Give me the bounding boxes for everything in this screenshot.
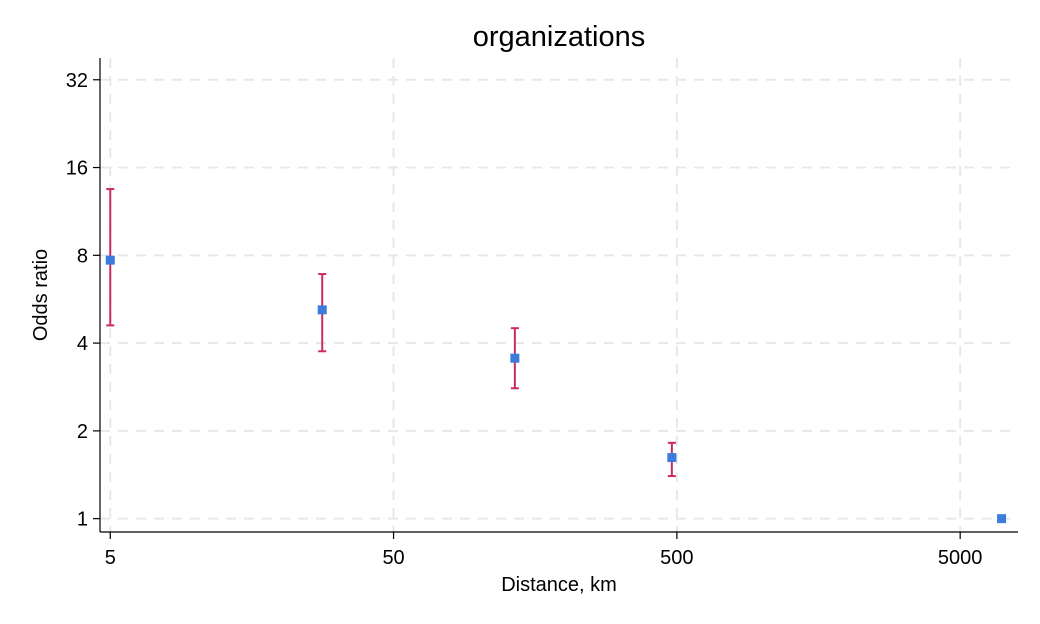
x-tick-label-50: 50 [382,547,404,569]
grid [100,58,1018,532]
x-tick-label-500: 500 [660,547,693,569]
ticks: 1 2 4 8 16 32 5 50 500 5000 [66,70,983,569]
y-axis-title: Odds ratio [30,249,52,341]
x-tick-label-5: 5 [105,547,116,569]
y-tick-label-16: 16 [66,158,88,180]
data-point-4 [667,441,677,478]
data-point-2 [317,273,327,353]
point-marker [105,255,115,265]
data-point-5 [997,514,1007,524]
data-point-3 [510,327,520,390]
point-marker [997,514,1007,524]
x-axis-title: Distance, km [501,574,617,596]
series [105,188,1007,524]
y-tick-label-2: 2 [77,421,88,443]
chart-title: organizations [473,21,646,53]
point-marker [667,453,677,463]
y-tick-label-32: 32 [66,70,88,92]
point-marker [510,353,520,363]
data-point-1 [105,188,115,327]
point-marker [317,305,327,315]
y-tick-label-8: 8 [77,245,88,267]
y-tick-label-4: 4 [77,333,88,355]
axes [99,58,1018,533]
y-tick-label-1: 1 [77,509,88,531]
x-tick-label-5000: 5000 [938,547,983,569]
